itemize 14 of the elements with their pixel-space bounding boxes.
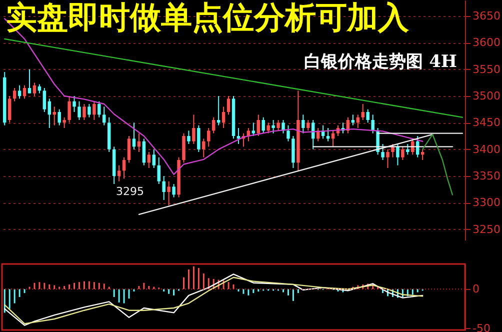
y-tick-label: 3350: [472, 170, 500, 182]
y-tick-label: 3500: [472, 90, 500, 102]
y-tick-label: 3550: [472, 62, 500, 76]
y-tick-label: 3250: [472, 222, 500, 236]
y-tick-label: 3450: [472, 116, 500, 130]
text: 白银价格走势图 4H: [304, 52, 457, 72]
annotation: 3295: [116, 185, 144, 198]
chart-title: 实盘即时做单点位分析可加入: [6, 0, 410, 36]
y-tick-label: -50: [472, 322, 490, 332]
y-tick-label: 3600: [472, 36, 500, 50]
y-tick-label: 0: [472, 282, 480, 296]
y-tick-label: 3400: [472, 142, 500, 156]
y-tick-label: 3300: [472, 196, 500, 210]
y-tick-label: 3650: [472, 10, 500, 22]
